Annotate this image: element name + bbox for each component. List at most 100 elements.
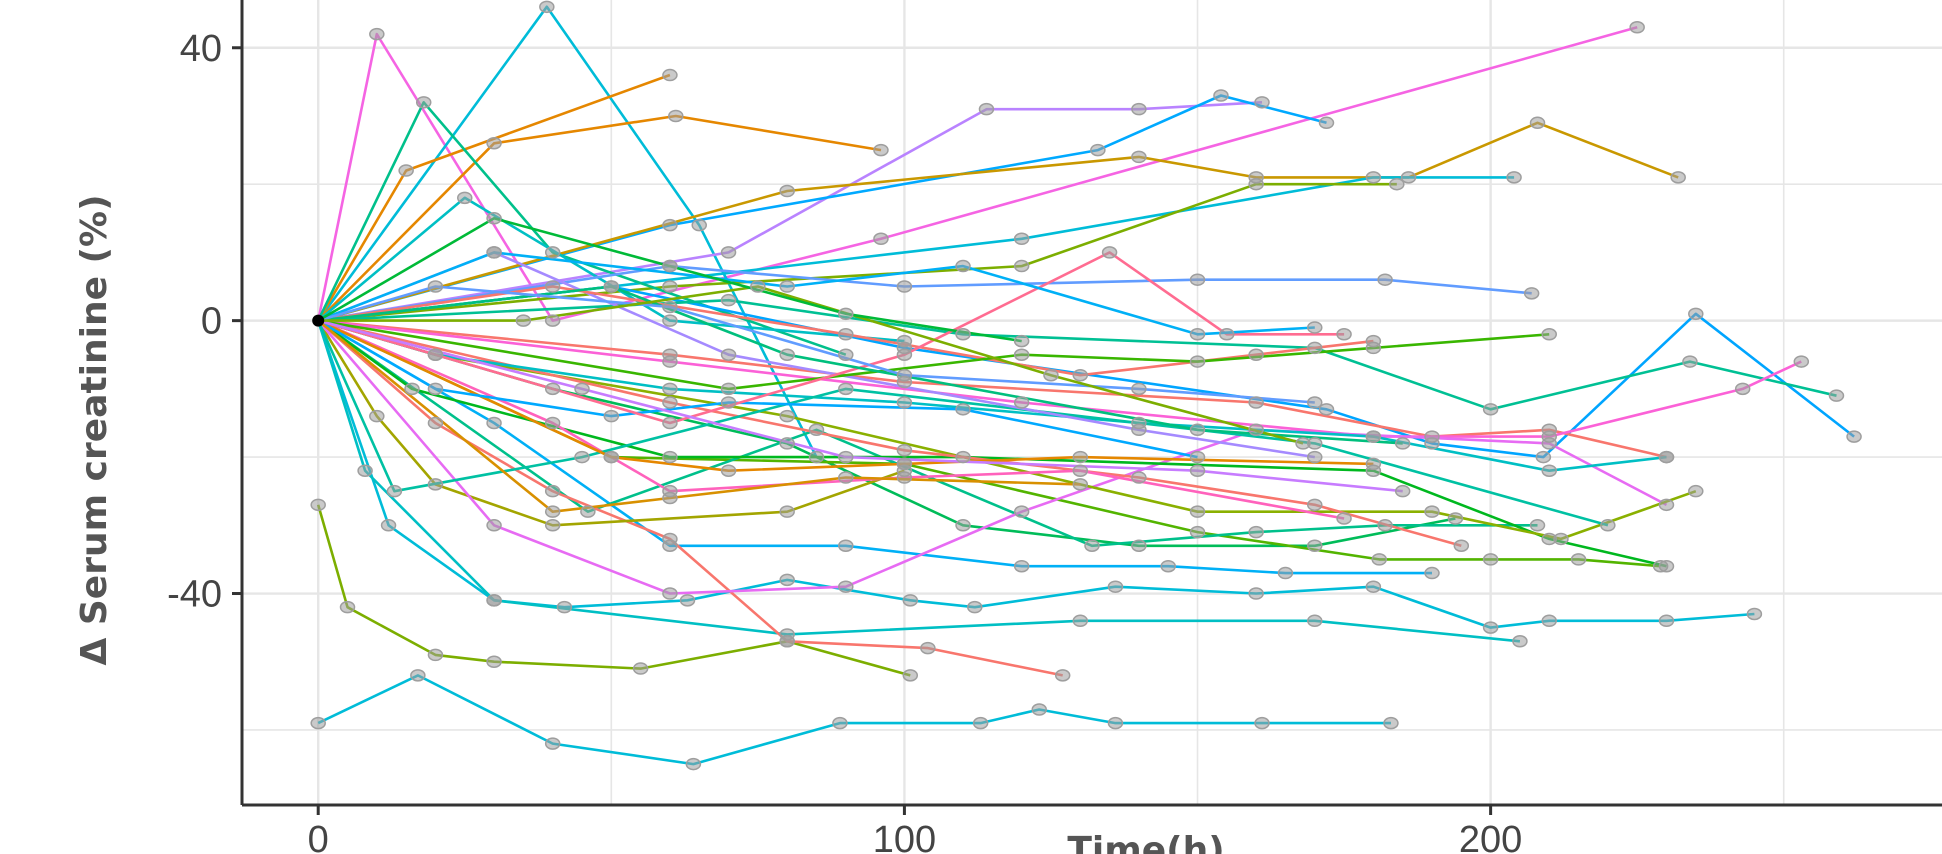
data-point bbox=[1056, 670, 1070, 681]
data-point bbox=[839, 581, 853, 592]
data-point bbox=[780, 574, 794, 585]
data-point bbox=[487, 213, 501, 224]
data-point bbox=[546, 247, 560, 258]
data-point bbox=[663, 397, 677, 408]
data-point bbox=[1308, 499, 1322, 510]
data-point bbox=[1542, 615, 1556, 626]
data-point bbox=[1278, 568, 1292, 579]
data-point bbox=[1390, 179, 1404, 190]
data-point bbox=[1484, 404, 1498, 415]
series-line-29 bbox=[318, 321, 1696, 539]
data-point bbox=[1689, 308, 1703, 319]
data-point bbox=[809, 452, 823, 463]
data-point bbox=[1683, 356, 1697, 367]
data-point bbox=[1255, 97, 1269, 108]
x-tick-label: 200 bbox=[1459, 819, 1522, 854]
data-point bbox=[1214, 90, 1228, 101]
data-point bbox=[751, 281, 765, 292]
series-line-42 bbox=[318, 252, 1315, 334]
data-point bbox=[1448, 513, 1462, 524]
data-point bbox=[399, 165, 413, 176]
data-point bbox=[1337, 513, 1351, 524]
data-point bbox=[1132, 424, 1146, 435]
data-point bbox=[1191, 329, 1205, 340]
data-point bbox=[1536, 452, 1550, 463]
data-point bbox=[546, 486, 560, 497]
data-point bbox=[921, 643, 935, 654]
data-point bbox=[1191, 274, 1205, 285]
data-point bbox=[546, 520, 560, 531]
data-point bbox=[1378, 520, 1392, 531]
data-point bbox=[956, 404, 970, 415]
data-point bbox=[1191, 465, 1205, 476]
data-point bbox=[1384, 718, 1398, 729]
data-point bbox=[897, 445, 911, 456]
data-point bbox=[546, 738, 560, 749]
data-point bbox=[979, 104, 993, 115]
data-point bbox=[1601, 520, 1615, 531]
x-tick-label: 100 bbox=[873, 819, 936, 854]
data-point bbox=[1689, 486, 1703, 497]
data-point bbox=[557, 602, 571, 613]
data-point bbox=[1308, 452, 1322, 463]
data-point bbox=[663, 301, 677, 312]
data-point bbox=[358, 465, 372, 476]
data-point bbox=[780, 506, 794, 517]
data-point bbox=[968, 602, 982, 613]
data-point bbox=[1132, 383, 1146, 394]
data-point bbox=[1132, 472, 1146, 483]
data-point bbox=[1249, 397, 1263, 408]
data-point bbox=[663, 417, 677, 428]
data-point bbox=[956, 261, 970, 272]
data-point bbox=[1542, 465, 1556, 476]
data-point bbox=[839, 540, 853, 551]
data-point bbox=[1337, 329, 1351, 340]
data-point bbox=[1296, 438, 1310, 449]
data-point bbox=[1191, 452, 1205, 463]
data-point bbox=[663, 281, 677, 292]
series-line-1 bbox=[318, 27, 1637, 320]
data-point bbox=[1191, 527, 1205, 538]
data-point bbox=[311, 718, 325, 729]
data-point bbox=[487, 247, 501, 258]
data-point bbox=[1847, 431, 1861, 442]
data-point bbox=[897, 397, 911, 408]
data-point bbox=[780, 281, 794, 292]
data-point bbox=[546, 315, 560, 326]
data-point bbox=[387, 486, 401, 497]
data-point bbox=[1132, 151, 1146, 162]
data-point bbox=[1736, 383, 1750, 394]
data-point bbox=[1531, 117, 1545, 128]
data-point bbox=[575, 383, 589, 394]
data-point bbox=[681, 595, 695, 606]
data-point bbox=[1255, 718, 1269, 729]
data-point bbox=[428, 281, 442, 292]
data-point bbox=[663, 220, 677, 231]
data-point bbox=[1454, 540, 1468, 551]
data-point bbox=[1220, 329, 1234, 340]
data-point bbox=[487, 520, 501, 531]
data-point bbox=[839, 472, 853, 483]
series-line-23 bbox=[318, 505, 910, 676]
series-line-6 bbox=[318, 96, 1326, 321]
data-point bbox=[874, 233, 888, 244]
data-point bbox=[1572, 554, 1586, 565]
data-point bbox=[1308, 540, 1322, 551]
data-point bbox=[1659, 452, 1673, 463]
data-point bbox=[1396, 438, 1410, 449]
data-point bbox=[1484, 554, 1498, 565]
data-point bbox=[1829, 390, 1843, 401]
data-point bbox=[1425, 506, 1439, 517]
data-point bbox=[839, 383, 853, 394]
data-point bbox=[1659, 615, 1673, 626]
data-point bbox=[1103, 247, 1117, 258]
data-point bbox=[839, 452, 853, 463]
data-point bbox=[1015, 233, 1029, 244]
data-point bbox=[663, 588, 677, 599]
data-point bbox=[1161, 561, 1175, 572]
y-tick-label: 0 bbox=[201, 301, 222, 343]
data-point bbox=[669, 110, 683, 121]
data-point bbox=[663, 315, 677, 326]
data-point bbox=[546, 417, 560, 428]
